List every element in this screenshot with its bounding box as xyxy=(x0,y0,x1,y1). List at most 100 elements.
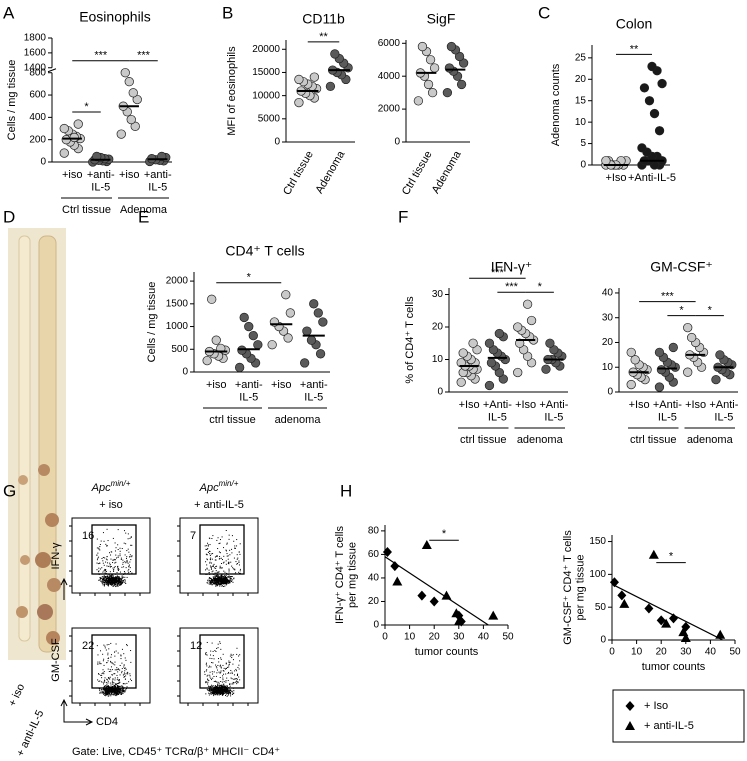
event-dot xyxy=(103,564,105,566)
event-dot xyxy=(108,552,110,554)
event-dot xyxy=(216,692,218,694)
event-dot xyxy=(224,578,226,580)
event-dot xyxy=(103,570,105,572)
event-dot xyxy=(228,575,230,577)
event-dot xyxy=(210,690,212,692)
event-dot xyxy=(98,673,100,675)
event-dot xyxy=(121,575,123,577)
event-dot xyxy=(111,578,113,580)
event-dot xyxy=(118,686,120,688)
event-dot xyxy=(113,584,115,586)
event-dot xyxy=(221,575,223,577)
event-dot xyxy=(220,667,222,669)
event-dot xyxy=(221,689,223,691)
event-dot xyxy=(214,576,216,578)
event-dot xyxy=(211,558,213,560)
event-dot xyxy=(113,691,115,693)
data-point xyxy=(130,121,140,131)
event-dot xyxy=(109,582,111,584)
event-dot xyxy=(231,655,233,657)
event-dot xyxy=(124,554,126,556)
event-dot xyxy=(220,581,222,583)
event-dot xyxy=(236,678,238,680)
event-dot xyxy=(209,561,211,563)
event-dot xyxy=(117,677,119,679)
event-dot xyxy=(118,568,120,570)
event-dot xyxy=(218,689,220,691)
photo-label: + anti-IL-5 xyxy=(14,708,46,758)
data-point xyxy=(211,335,221,345)
event-dot xyxy=(102,532,104,534)
event-dot xyxy=(223,555,225,557)
event-dot xyxy=(103,658,105,660)
event-dot xyxy=(97,663,99,665)
event-dot xyxy=(221,688,223,690)
event-dot xyxy=(107,581,109,583)
event-dot xyxy=(117,568,119,570)
event-dot xyxy=(228,534,230,536)
event-dot xyxy=(104,692,106,694)
event-dot xyxy=(215,580,217,582)
event-dot xyxy=(111,674,113,676)
event-dot xyxy=(111,690,113,692)
event-dot xyxy=(238,676,240,678)
event-dot xyxy=(221,689,223,691)
event-dot xyxy=(118,583,120,585)
gate xyxy=(199,634,245,689)
event-dot xyxy=(212,535,214,537)
event-dot xyxy=(110,566,112,568)
event-dot xyxy=(235,670,237,672)
event-dot xyxy=(121,577,123,579)
event-dot xyxy=(220,690,222,692)
event-dot xyxy=(208,550,210,552)
event-dot xyxy=(218,543,220,545)
event-dot xyxy=(231,535,233,537)
event-dot xyxy=(118,679,120,681)
event-dot xyxy=(114,692,116,694)
event-dot xyxy=(217,584,219,586)
event-dot xyxy=(101,576,103,578)
event-dot xyxy=(223,578,225,580)
event-dot xyxy=(115,650,117,652)
event-dot xyxy=(216,579,218,581)
event-dot xyxy=(105,558,107,560)
event-dot xyxy=(108,581,110,583)
event-dot xyxy=(226,582,228,584)
event-dot xyxy=(208,583,210,585)
event-dot xyxy=(213,686,215,688)
event-dot xyxy=(113,673,115,675)
event-dot xyxy=(99,568,101,570)
event-dot xyxy=(103,683,105,685)
event-dot xyxy=(233,692,235,694)
event-dot xyxy=(231,576,233,578)
event-dot xyxy=(216,572,218,574)
event-dot xyxy=(126,550,128,552)
event-dot xyxy=(210,578,212,580)
data-point xyxy=(626,347,636,358)
event-dot xyxy=(222,677,224,679)
event-dot xyxy=(108,579,110,581)
event-dot xyxy=(123,530,125,532)
event-dot xyxy=(223,683,225,685)
event-dot xyxy=(106,575,108,577)
event-dot xyxy=(124,580,126,582)
event-dot xyxy=(226,579,228,581)
event-dot xyxy=(208,580,210,582)
event-dot xyxy=(112,582,114,584)
event-dot xyxy=(236,558,238,560)
event-dot xyxy=(104,688,106,690)
event-dot xyxy=(214,691,216,693)
event-dot xyxy=(220,582,222,584)
event-dot xyxy=(121,662,123,664)
event-dot xyxy=(231,548,233,550)
event-dot xyxy=(100,580,102,582)
event-dot xyxy=(225,578,227,580)
event-dot xyxy=(230,689,232,691)
event-dot xyxy=(218,690,220,692)
event-dot xyxy=(222,664,224,666)
event-dot xyxy=(226,577,228,579)
event-dot xyxy=(107,580,109,582)
event-dot xyxy=(210,692,212,694)
event-dot xyxy=(222,579,224,581)
event-dot xyxy=(120,658,122,660)
